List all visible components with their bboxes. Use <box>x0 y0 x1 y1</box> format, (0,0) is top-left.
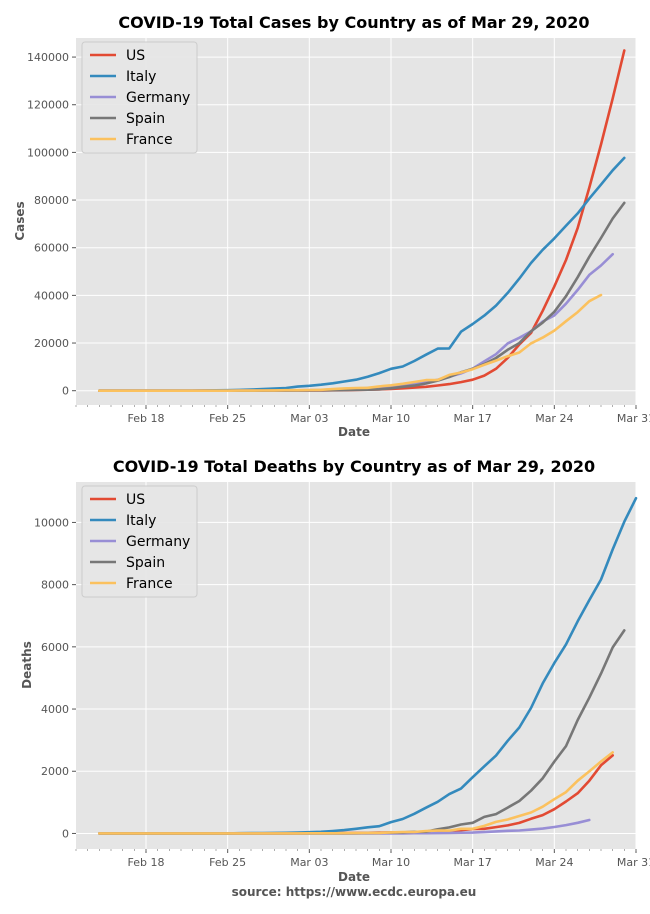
deaths-legend-label-italy: Italy <box>126 513 156 529</box>
cases-x-axis-label: Date <box>338 425 370 439</box>
deaths-x-tick-label: Mar 17 <box>454 856 492 869</box>
deaths-x-tick-label: Mar 24 <box>535 856 573 869</box>
deaths-y-tick-label: 8000 <box>41 579 69 592</box>
deaths-legend: US Italy Germany Spain France <box>81 485 198 598</box>
deaths-legend-label-spain: Spain <box>126 555 165 571</box>
deaths-x-tick-label: Mar 03 <box>290 856 328 869</box>
cases-chart-title: COVID-19 Total Cases by Country as of Ma… <box>118 13 589 32</box>
cases-tick-labels: Feb 18 Feb 25 Mar 03 Mar 10 Mar 17 Mar 24 Mar … <box>27 51 650 425</box>
deaths-y-tick-label: 2000 <box>41 765 69 778</box>
cases-legend-label-italy: Italy <box>126 69 156 85</box>
cases-y-tick-label: 20000 <box>34 337 69 350</box>
deaths-y-tick-label: 4000 <box>41 703 69 716</box>
deaths-x-tick-label: Mar 31 <box>617 856 650 869</box>
deaths-x-tick-label: Feb 18 <box>128 856 165 869</box>
cases-y-tick-label: 60000 <box>34 242 69 255</box>
cases-x-tick-label: Feb 18 <box>128 412 165 425</box>
cases-legend: US Italy Germany Spain France <box>81 41 198 154</box>
deaths-series-france <box>98 751 615 835</box>
cases-x-tick-label: Mar 17 <box>454 412 492 425</box>
deaths-legend-box <box>81 485 198 598</box>
cases-y-tick-label: 120000 <box>27 99 69 112</box>
cases-series-lines <box>98 49 626 393</box>
cases-x-tick-label: Feb 25 <box>209 412 246 425</box>
cases-legend-label-france: France <box>126 132 173 148</box>
cases-legend-label-us: US <box>126 48 145 64</box>
cases-x-tick-label: Mar 31 <box>617 412 650 425</box>
cases-y-axis-label: Cases <box>13 201 27 240</box>
deaths-legend-label-germany: Germany <box>126 534 190 550</box>
deaths-chart: COVID-19 Total Deaths by Country as of M… <box>20 457 650 884</box>
cases-legend-label-germany: Germany <box>126 90 190 106</box>
deaths-y-tick-label: 0 <box>62 827 69 840</box>
deaths-tick-labels: Feb 18 Feb 25 Mar 03 Mar 10 Mar 17 Mar 24 Mar … <box>34 516 650 869</box>
cases-x-tick-label: Mar 03 <box>290 412 328 425</box>
cases-series-france <box>98 293 603 393</box>
source-footer: source: https://www.ecdc.europa.eu <box>232 885 477 899</box>
deaths-x-axis-label: Date <box>338 870 370 884</box>
cases-chart: COVID-19 Total Cases by Country as of Ma… <box>13 13 650 439</box>
deaths-legend-label-us: US <box>126 492 145 508</box>
deaths-x-tick-label: Mar 10 <box>372 856 410 869</box>
deaths-y-tick-label: 10000 <box>34 516 69 529</box>
deaths-x-tick-label: Feb 25 <box>209 856 246 869</box>
cases-x-tick-label: Mar 24 <box>535 412 573 425</box>
cases-legend-label-spain: Spain <box>126 111 165 127</box>
deaths-chart-title: COVID-19 Total Deaths by Country as of M… <box>113 457 595 476</box>
cases-y-tick-label: 40000 <box>34 289 69 302</box>
cases-y-tick-label: 140000 <box>27 51 69 64</box>
deaths-legend-label-france: France <box>126 576 173 592</box>
cases-legend-box <box>81 41 198 154</box>
deaths-y-axis-label: Deaths <box>20 641 34 689</box>
cases-y-tick-label: 100000 <box>27 146 69 159</box>
deaths-y-tick-label: 6000 <box>41 641 69 654</box>
cases-y-tick-label: 0 <box>62 385 69 398</box>
cases-x-tick-label: Mar 10 <box>372 412 410 425</box>
cases-y-tick-label: 80000 <box>34 194 69 207</box>
deaths-series-lines <box>98 496 638 835</box>
